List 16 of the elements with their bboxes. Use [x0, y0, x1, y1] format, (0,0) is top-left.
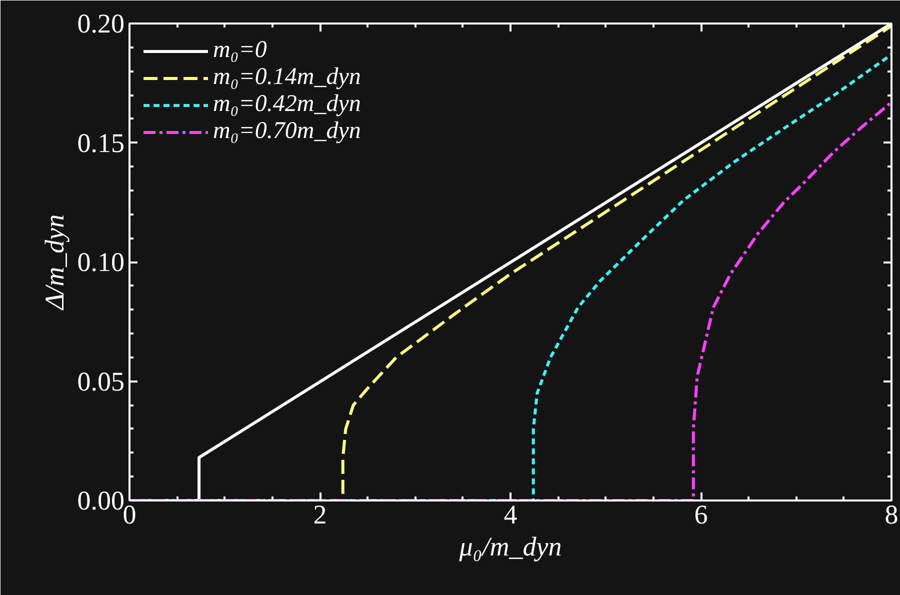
x-tick-label: 6	[694, 500, 708, 530]
x-tick-label: 8	[884, 500, 898, 530]
legend-label: m₀=0.70m_dyn	[213, 118, 361, 145]
legend-label: m₀=0.14m_dyn	[213, 64, 361, 91]
y-axis-title: Δ/m_dyn	[39, 214, 70, 311]
x-axis-title: μ₀/m_dyn	[458, 532, 562, 562]
legend-label: m₀=0.42m_dyn	[213, 91, 361, 118]
x-tick-label: 2	[313, 500, 327, 530]
y-tick-label: 0.10	[77, 247, 124, 277]
y-tick-label: 0.05	[77, 366, 124, 396]
legend-label: m₀=0	[213, 37, 267, 64]
x-tick-label: 4	[504, 500, 518, 530]
y-tick-label: 0.20	[77, 8, 124, 38]
x-tick-label: 0	[122, 500, 136, 530]
y-tick-label: 0.15	[77, 128, 124, 158]
y-tick-label: 0.00	[77, 486, 124, 516]
